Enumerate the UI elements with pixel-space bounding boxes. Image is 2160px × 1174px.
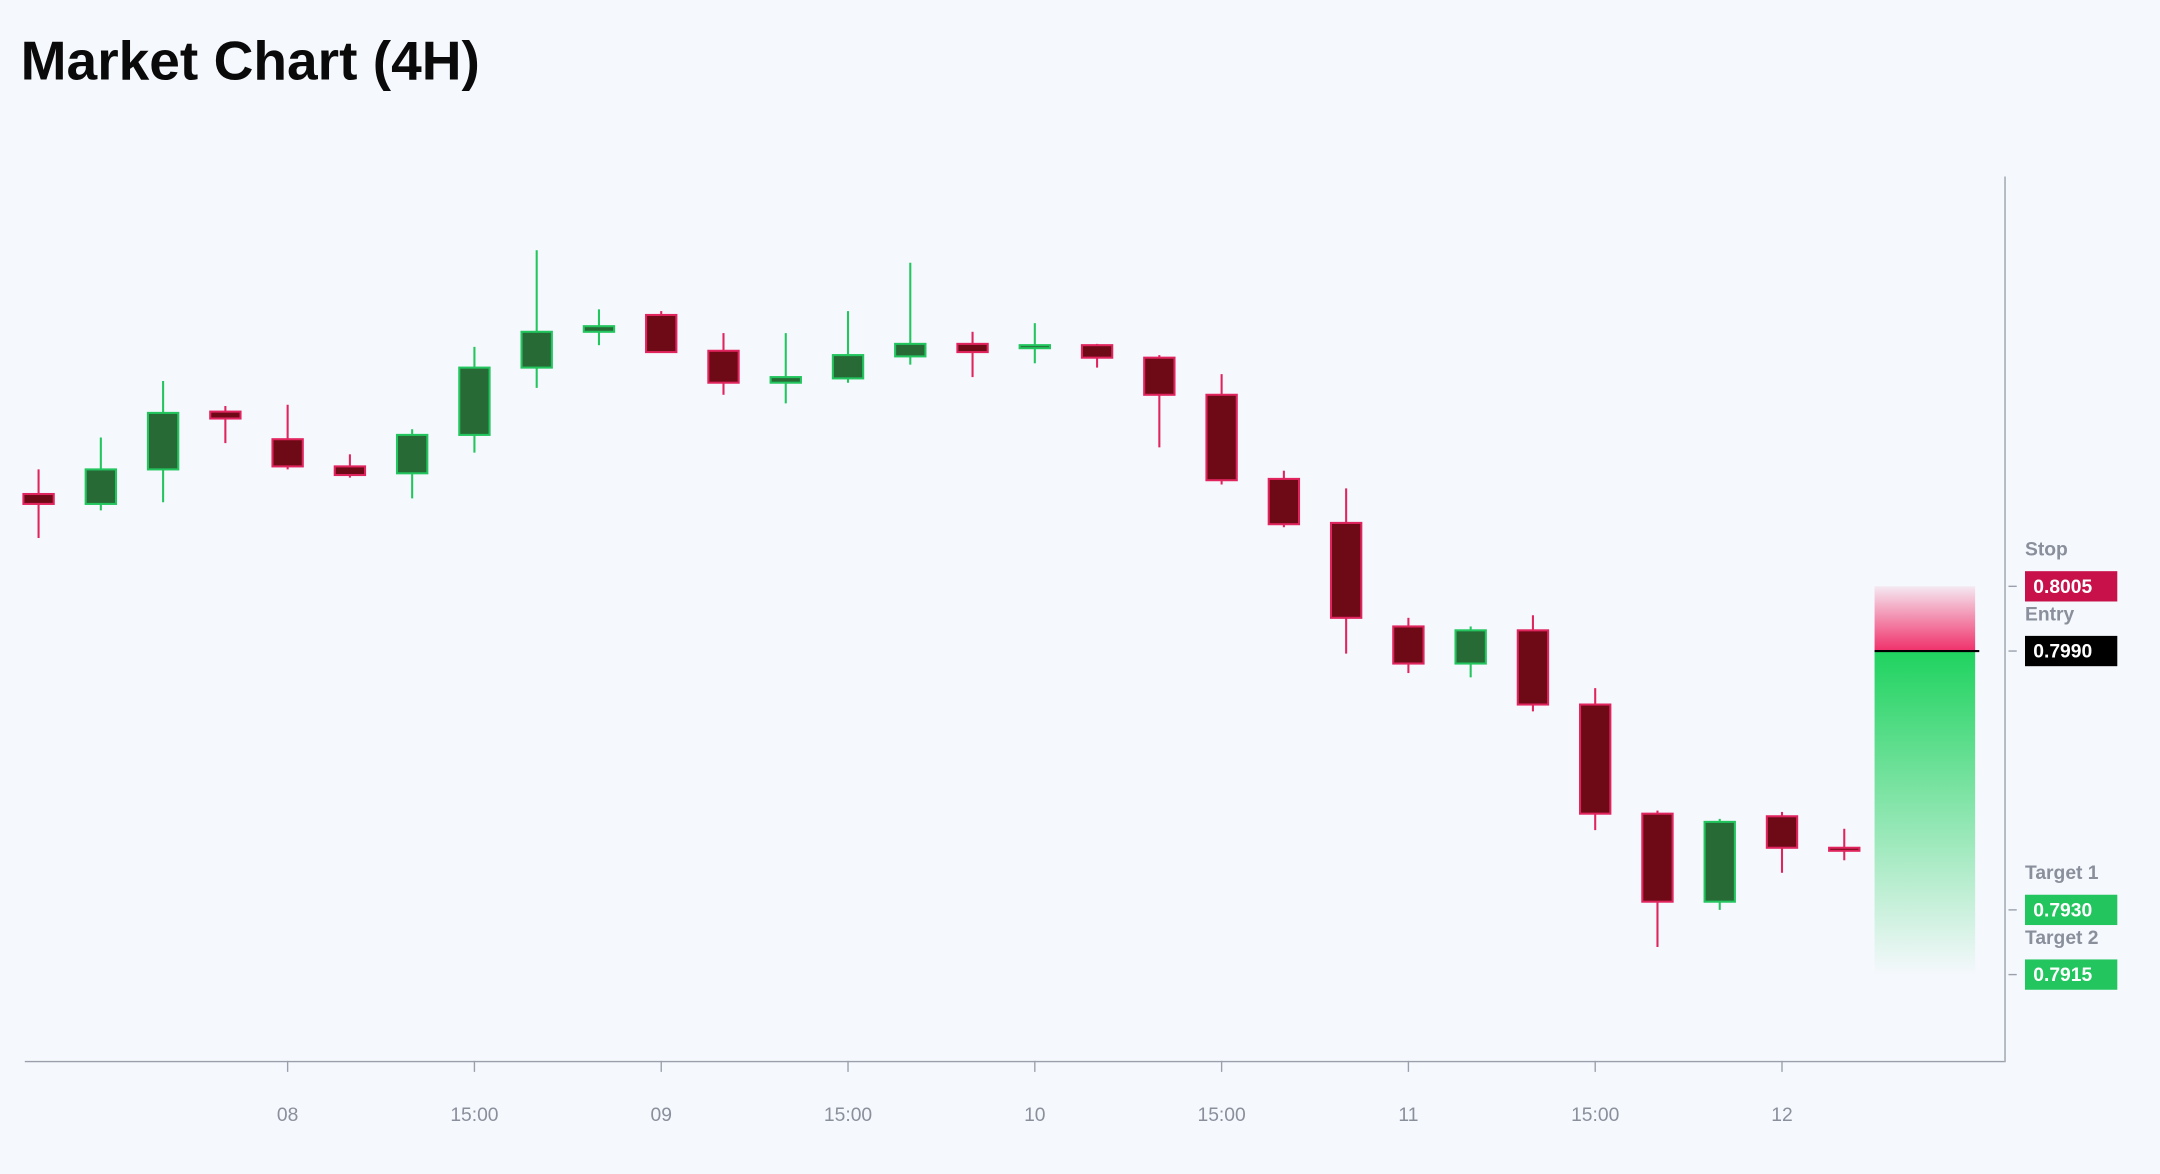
level-label: 0.8005 — [2033, 577, 2092, 598]
level-name: Stop — [2025, 540, 2068, 561]
candle-body — [1018, 344, 1052, 350]
stop-zone — [1874, 586, 1976, 652]
candle-body — [1454, 629, 1487, 665]
candle-body — [271, 438, 304, 468]
candle-body — [1516, 629, 1550, 706]
x-tick-label: 12 — [1771, 1105, 1792, 1126]
candle-body — [707, 349, 740, 384]
candle-body — [1392, 625, 1425, 665]
candle-body — [956, 342, 989, 354]
candle-body — [1143, 356, 1176, 396]
x-tick-label: 10 — [1024, 1105, 1045, 1126]
candle-body — [1329, 521, 1363, 619]
level-label: 0.7930 — [2033, 900, 2092, 921]
x-tick-label: 15:00 — [824, 1105, 872, 1126]
x-tick-label: 11 — [1398, 1105, 1418, 1126]
candle-body — [769, 376, 802, 384]
candle-body — [1828, 846, 1861, 852]
level-pill — [2025, 635, 2118, 667]
candle-body — [333, 465, 367, 477]
x-tick-label: 09 — [651, 1105, 672, 1126]
x-tick-label: 08 — [277, 1105, 298, 1126]
level-pill — [2025, 959, 2118, 990]
level-name: Target 2 — [2025, 928, 2099, 949]
x-tick-label: 15:00 — [1198, 1105, 1246, 1126]
candle-body — [831, 354, 865, 380]
candle-body — [395, 433, 429, 475]
target-zone — [1874, 651, 1976, 975]
candle-body — [22, 492, 55, 505]
candle-body — [645, 313, 678, 354]
x-tick-label: 15:00 — [450, 1105, 498, 1126]
chart-title: Market Chart (4H) — [21, 29, 480, 91]
level-label: 0.7915 — [2033, 965, 2092, 986]
level-name: Entry — [2025, 604, 2075, 625]
level-pill — [2025, 571, 2118, 602]
candle-body — [1579, 703, 1612, 815]
candle-body — [894, 342, 927, 358]
candle-body — [1205, 393, 1238, 482]
x-tick-label: 15:00 — [1571, 1105, 1619, 1126]
level-label: 0.7990 — [2033, 642, 2092, 663]
level-name: Target 1 — [2025, 863, 2099, 884]
candle-body — [1641, 812, 1674, 903]
candle-body — [1765, 815, 1799, 849]
candle-body — [84, 468, 118, 505]
candle-body — [1080, 344, 1114, 359]
candle-body — [582, 325, 616, 333]
candle-body — [520, 330, 553, 369]
level-pill — [2025, 894, 2118, 926]
candle-body — [458, 366, 491, 436]
candle-body — [146, 411, 180, 471]
candle-body — [209, 410, 242, 420]
candle-body — [1703, 820, 1736, 903]
candle-body — [1267, 477, 1301, 526]
